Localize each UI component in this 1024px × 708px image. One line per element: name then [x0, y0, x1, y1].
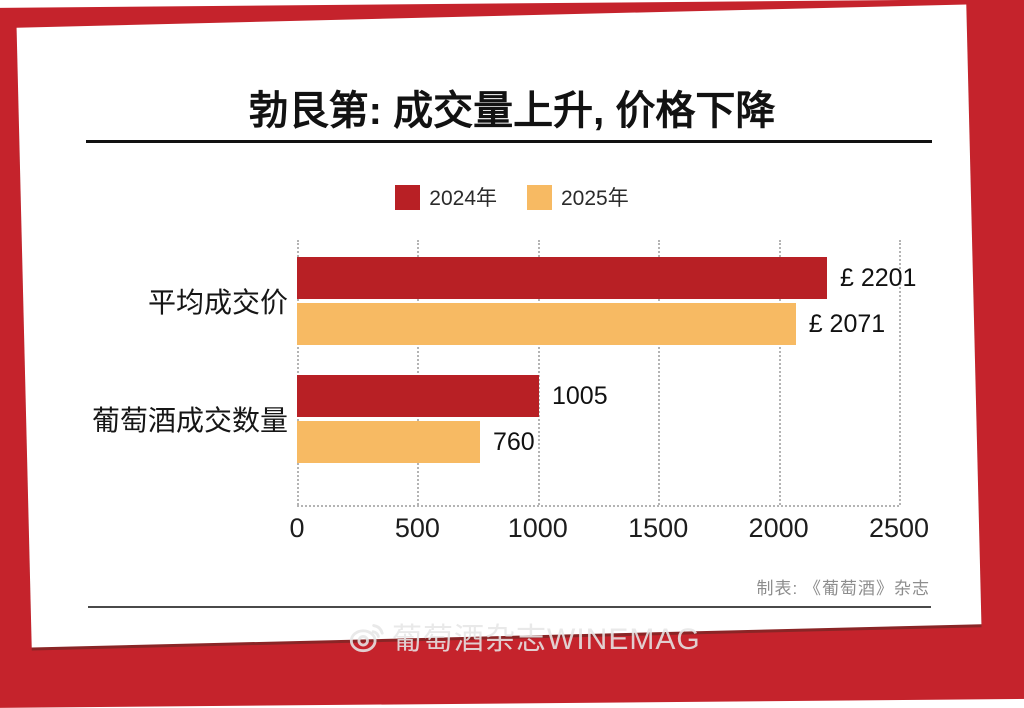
gridline-1500 [658, 240, 661, 505]
gridline-2000 [778, 240, 781, 505]
gridline-500 [417, 240, 420, 505]
legend-item-2024: 2024年 [395, 182, 497, 212]
credit-text: 制表: 《葡萄酒》杂志 [756, 579, 930, 598]
x-tick-2500: 2500 [868, 513, 930, 543]
gridline-2500 [899, 240, 901, 505]
bar-value-label: 760 [493, 428, 535, 456]
watermark: 葡萄酒杂志WINEMAG [348, 613, 701, 659]
gridline-0 [297, 240, 299, 505]
legend-label-2024: 2024年 [429, 187, 497, 210]
plot-area: 0 500 1000 1500 2000 2500 £ 2201 £ 2071 1005 760 [289, 240, 929, 543]
chart-title: 勃艮第: 成交量上升, 价格下降 [248, 89, 776, 133]
bar-2025年-平均成交价 [297, 303, 796, 345]
x-tick-1500: 1500 [628, 513, 689, 543]
bar-2024年-葡萄酒成交数量 [297, 375, 539, 417]
x-tick-0: 0 [289, 513, 305, 543]
bar-value-label: 1005 [552, 382, 608, 410]
x-axis-baseline [297, 505, 899, 507]
x-tick-500: 500 [394, 513, 440, 543]
x-tick-2000: 2000 [748, 513, 809, 543]
legend-item-2025: 2025年 [527, 182, 629, 212]
title-underline [86, 140, 932, 143]
chart-content: 勃艮第: 成交量上升, 价格下降 2024年 2025年 0 500 1000 150… [0, 89, 1024, 608]
category-label-0: 平均成交价 [147, 287, 288, 318]
footer-divider [88, 606, 931, 608]
x-tick-1000: 1000 [507, 513, 568, 543]
gridline-1000 [537, 240, 540, 505]
legend-label-2025: 2025年 [561, 187, 629, 210]
weibo-logo-icon [349, 624, 384, 653]
bar-value-label: £ 2201 [840, 264, 917, 292]
category-label-1: 葡萄酒成交数量 [91, 405, 288, 436]
legend: 2024年 2025年 [0, 182, 1024, 212]
bar-value-label: £ 2071 [808, 310, 886, 338]
watermark-text: 葡萄酒杂志WINEMAG [392, 623, 701, 656]
legend-swatch-2024 [395, 184, 421, 210]
bar-2024年-平均成交价 [297, 257, 827, 299]
bar-2025年-葡萄酒成交数量 [297, 421, 480, 463]
legend-swatch-2025 [527, 184, 552, 210]
